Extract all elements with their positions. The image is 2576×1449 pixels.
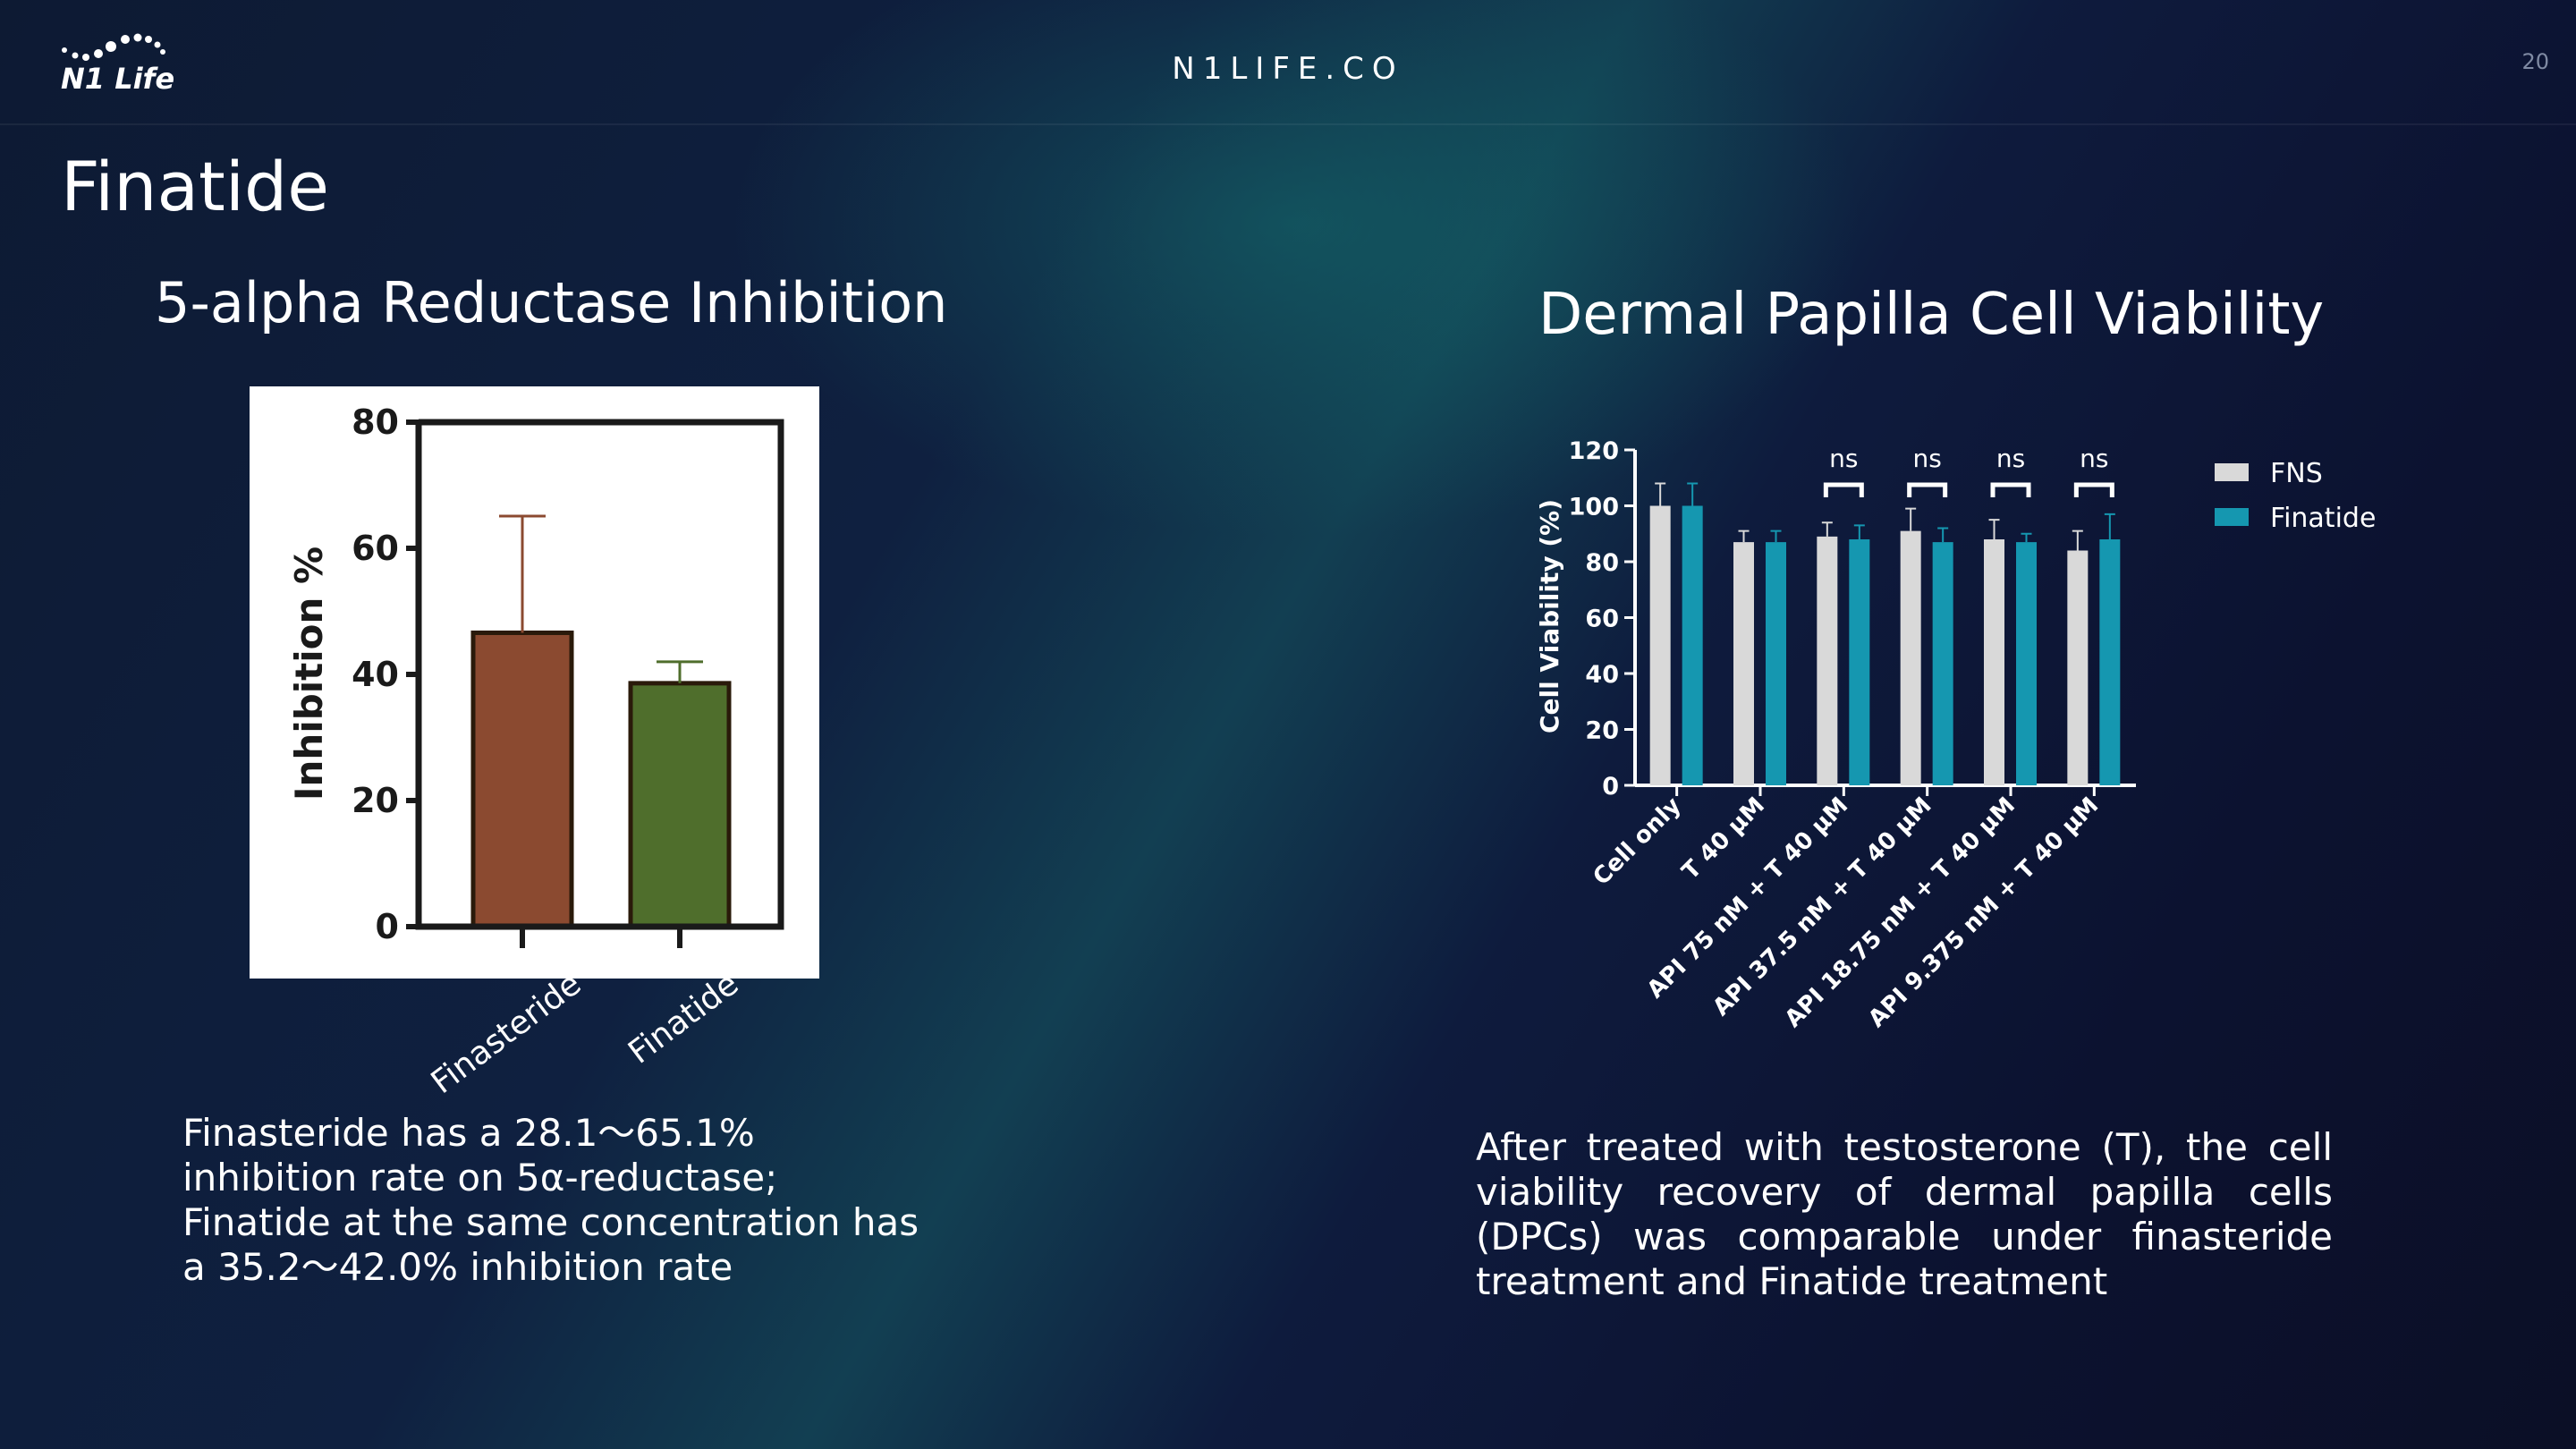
y-tick-label: 80	[352, 402, 399, 442]
slide-title: Finatide	[61, 147, 329, 226]
bar	[1682, 505, 1703, 785]
axis-frame	[415, 419, 784, 930]
y-axis-label: Inhibition %	[287, 547, 331, 801]
logo-dots	[62, 33, 165, 61]
y-axis-label: Cell Viability (%)	[1535, 499, 1564, 733]
y-tick-label: 40	[1585, 661, 1619, 689]
page-number: 20	[2521, 49, 2549, 74]
caption: Finasteride has a 28.1～65.1% inhibition …	[182, 1111, 919, 1289]
y-tick-label: 20	[1585, 717, 1619, 745]
bar	[1649, 505, 1671, 785]
legend-label: FNS	[2270, 458, 2323, 489]
site-name: N1LIFE.CO	[1172, 51, 1403, 87]
bar	[1984, 539, 2004, 785]
bar	[628, 681, 732, 929]
logo-text: N1 Life	[61, 62, 174, 96]
caption: After treated with testosterone (T), the…	[1476, 1125, 2333, 1303]
chart-title: Dermal Papilla Cell Viability	[1538, 282, 2324, 348]
significance-label: ns	[1829, 444, 1858, 473]
significance-label: ns	[2080, 444, 2108, 473]
bar	[1932, 542, 1953, 785]
bar	[1849, 539, 1870, 785]
y-tick-label: 0	[1602, 773, 1619, 801]
bar	[2016, 542, 2037, 785]
y-tick-label: 0	[376, 907, 399, 946]
header-divider	[0, 123, 2576, 125]
x-tick-label: Cell only	[1588, 792, 1686, 891]
bar	[1900, 530, 1921, 785]
y-tick-label: 60	[352, 529, 399, 568]
bar	[1817, 536, 1838, 785]
chart-title: 5-alpha Reductase Inhibition	[155, 270, 947, 335]
x-tick-label: Finatide	[622, 965, 745, 1071]
significance-bracket	[2073, 482, 2114, 497]
y-tick-label: 40	[352, 655, 399, 694]
significance-bracket	[1823, 482, 1864, 497]
y-tick-label: 60	[1585, 606, 1619, 633]
bar	[1733, 542, 1754, 785]
y-tick-label: 120	[1569, 437, 1619, 465]
significance-label: ns	[1996, 444, 2025, 473]
significance-label: ns	[1912, 444, 1941, 473]
y-tick-label: 20	[352, 781, 399, 820]
x-tick-label: Finasteride	[425, 965, 589, 1101]
bar	[1766, 542, 1786, 785]
legend-swatch	[2215, 508, 2249, 526]
significance-bracket	[1907, 482, 1948, 497]
y-tick-label: 100	[1569, 494, 1619, 521]
bar	[2099, 539, 2121, 785]
bar	[470, 630, 574, 929]
significance-bracket	[1990, 482, 2031, 497]
legend-swatch	[2215, 463, 2249, 481]
legend-label: Finatide	[2270, 503, 2376, 534]
bar	[2067, 550, 2089, 785]
y-tick-label: 80	[1585, 549, 1619, 577]
